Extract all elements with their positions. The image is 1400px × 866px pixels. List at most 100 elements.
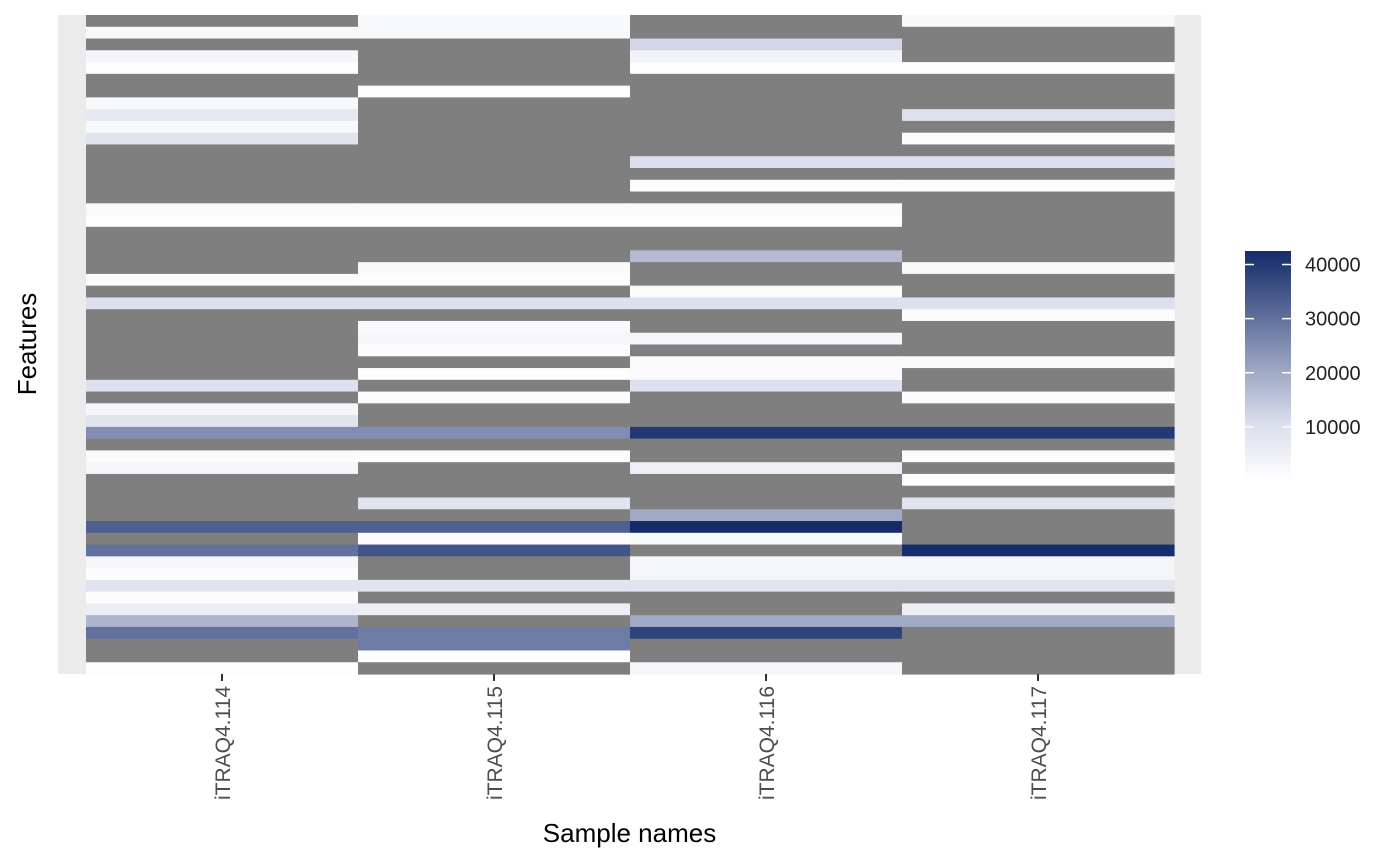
heatmap-cell [358, 97, 631, 110]
heatmap-cell [902, 544, 1175, 557]
heatmap-cell [902, 532, 1175, 546]
heatmap-cell [902, 379, 1175, 393]
heatmap-cell [902, 144, 1175, 157]
heatmap-cell [902, 509, 1175, 522]
heatmap-cell [358, 26, 631, 40]
heatmap-cell [86, 615, 359, 628]
heatmap-cell [630, 438, 903, 452]
y-axis-title: Features [12, 293, 42, 396]
heatmap-cell [358, 591, 631, 604]
heatmap-cell [902, 191, 1175, 204]
heatmap-cell [358, 250, 631, 263]
heatmap-cell [358, 132, 631, 146]
legend-label: 30000 [1305, 309, 1361, 331]
heatmap-tiles [86, 15, 1175, 675]
heatmap-cell [630, 368, 903, 381]
heatmap-cell [86, 426, 359, 440]
x-tick-label: iTRAQ4.116 [756, 686, 779, 800]
heatmap-cell [358, 167, 631, 181]
heatmap-cell [86, 485, 359, 499]
heatmap-cell [630, 26, 903, 40]
heatmap-cell [630, 50, 903, 63]
heatmap-cell [358, 191, 631, 204]
heatmap-cell [902, 626, 1175, 640]
heatmap-cell [358, 156, 631, 169]
heatmap-cell [630, 156, 903, 169]
heatmap-cell [86, 179, 359, 193]
heatmap-cell [630, 250, 903, 263]
heatmap-cell [86, 368, 359, 381]
heatmap-cell [358, 238, 631, 251]
heatmap-cell [358, 262, 631, 275]
heatmap-cell [358, 120, 631, 134]
legend-label: 20000 [1305, 363, 1361, 385]
heatmap-cell [358, 568, 631, 581]
heatmap-cell [630, 144, 903, 157]
heatmap-cell [358, 50, 631, 63]
x-axis-title: Sample names [543, 818, 716, 848]
heatmap-cell [630, 109, 903, 122]
heatmap-cell [902, 462, 1175, 475]
heatmap-cell [86, 603, 359, 616]
heatmap-cell [358, 426, 631, 440]
heatmap-cell [630, 497, 903, 510]
heatmap-cell [630, 650, 903, 663]
heatmap-cell [86, 320, 359, 334]
heatmap-cell [902, 250, 1175, 263]
heatmap-cell [358, 462, 631, 475]
heatmap-cell [86, 109, 359, 122]
x-axis: iTRAQ4.114 iTRAQ4.115 iTRAQ4.116 iTRAQ4.117 [212, 674, 1051, 800]
heatmap-cell [358, 556, 631, 569]
heatmap-cell [902, 650, 1175, 663]
heatmap-cell [902, 26, 1175, 40]
heatmap-cell [630, 203, 903, 216]
heatmap-cell [358, 473, 631, 487]
heatmap-cell [86, 297, 359, 310]
heatmap-cell [358, 38, 631, 51]
heatmap-cell [902, 156, 1175, 169]
heatmap-cell [630, 615, 903, 628]
heatmap-cell [358, 638, 631, 652]
heatmap-cell [902, 568, 1175, 581]
color-legend: 10000 20000 30000 40000 [1245, 251, 1361, 481]
heatmap-cell [902, 320, 1175, 334]
heatmap-cell [358, 603, 631, 616]
heatmap-cell [86, 344, 359, 357]
heatmap-cell [86, 379, 359, 393]
heatmap-cell [630, 509, 903, 522]
heatmap-cell [86, 309, 359, 322]
heatmap-cell [630, 532, 903, 546]
heatmap-cell [358, 179, 631, 193]
heatmap-cell [86, 662, 359, 675]
heatmap-cell [86, 144, 359, 157]
heatmap-cell [358, 320, 631, 334]
heatmap-cell [358, 650, 631, 663]
heatmap-cell [86, 97, 359, 110]
heatmap-cell [630, 415, 903, 428]
heatmap-cell [358, 85, 631, 98]
heatmap-cell [86, 415, 359, 428]
heatmap-cell [902, 226, 1175, 240]
heatmap-cell [630, 450, 903, 463]
heatmap-cell [86, 391, 359, 404]
heatmap-cell [358, 144, 631, 157]
heatmap-cell [902, 426, 1175, 440]
heatmap-cell [86, 132, 359, 146]
heatmap-cell [86, 238, 359, 251]
heatmap-cell [630, 332, 903, 346]
heatmap-cell [358, 203, 631, 216]
heatmap-cell [630, 391, 903, 404]
heatmap-cell [630, 238, 903, 251]
heatmap-cell [902, 662, 1175, 675]
heatmap-cell [902, 450, 1175, 463]
heatmap-cell [902, 415, 1175, 428]
heatmap-cell [86, 120, 359, 134]
heatmap-cell [630, 226, 903, 240]
heatmap-cell [902, 62, 1175, 75]
heatmap-cell [902, 262, 1175, 275]
heatmap-cell [630, 603, 903, 616]
heatmap-cell [358, 497, 631, 510]
heatmap-cell [358, 344, 631, 357]
heatmap-cell [902, 50, 1175, 63]
heatmap-cell [630, 473, 903, 487]
